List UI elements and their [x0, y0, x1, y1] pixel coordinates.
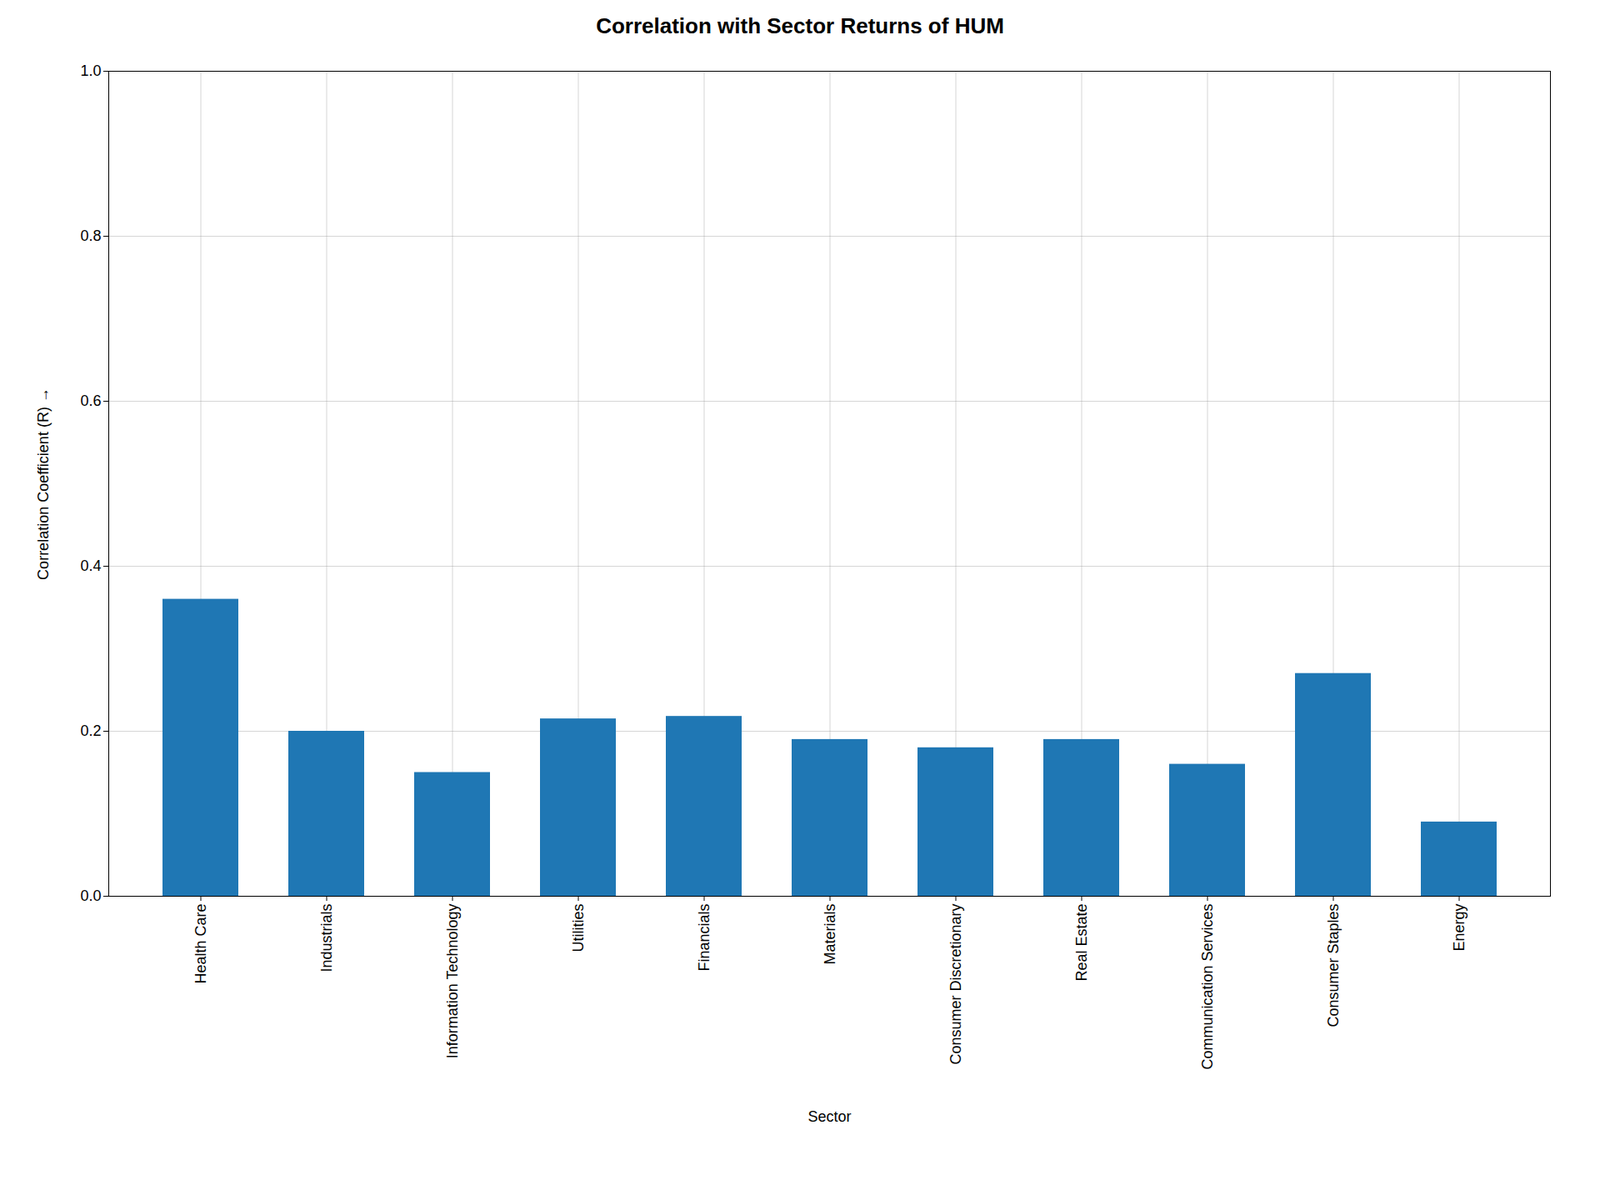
svg-text:Materials: Materials — [821, 904, 839, 965]
svg-text:1.0: 1.0 — [80, 62, 101, 80]
svg-text:0.6: 0.6 — [80, 392, 101, 410]
svg-text:Sector: Sector — [807, 1108, 851, 1125]
svg-text:Consumer Staples: Consumer Staples — [1325, 904, 1342, 1028]
svg-text:Correlation Coefficient (R) →: Correlation Coefficient (R) → — [35, 387, 52, 580]
svg-text:0.0: 0.0 — [80, 887, 101, 905]
svg-text:Consumer Discretionary: Consumer Discretionary — [947, 904, 965, 1065]
svg-text:0.4: 0.4 — [80, 557, 101, 575]
svg-text:Utilities: Utilities — [570, 904, 587, 953]
svg-text:Communication Services: Communication Services — [1199, 904, 1216, 1070]
svg-text:0.8: 0.8 — [80, 227, 101, 245]
svg-text:Financials: Financials — [695, 904, 713, 972]
svg-text:Health Care: Health Care — [192, 904, 210, 985]
svg-text:Real Estate: Real Estate — [1073, 904, 1090, 982]
svg-text:Industrials: Industrials — [318, 904, 335, 973]
svg-text:Information Technology: Information Technology — [444, 904, 461, 1060]
html-text:Correlation with Sector Return: Correlation with Sector Returns of HUM — [595, 13, 1004, 39]
svg-text:Energy: Energy — [1450, 904, 1468, 952]
svg-text:0.2: 0.2 — [80, 722, 101, 740]
